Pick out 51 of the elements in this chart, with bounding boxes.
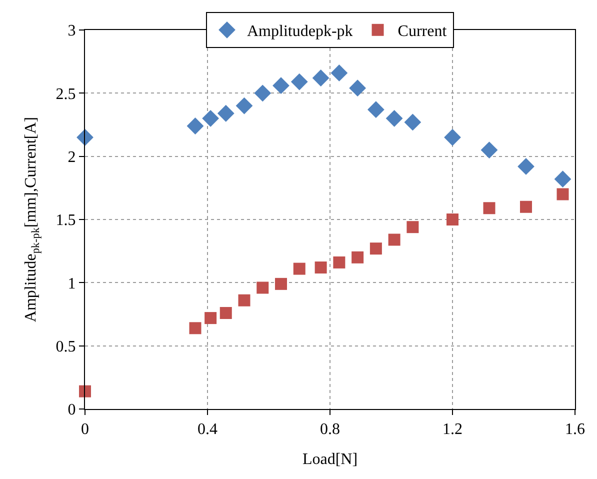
point (204, 312, 217, 324)
x-tick-label: 1.6 (565, 421, 585, 438)
point (333, 256, 346, 268)
y-tick-label: 1.5 (56, 212, 76, 230)
x-tick-label: 0.4 (198, 421, 218, 438)
point (480, 142, 498, 158)
point (256, 282, 269, 294)
point (349, 80, 366, 97)
point (406, 221, 419, 234)
y-tick-label: 0 (68, 402, 76, 419)
x-axis-title: Load[N] (302, 450, 358, 468)
point (217, 104, 234, 122)
point (556, 188, 569, 200)
point (520, 200, 532, 213)
y-tick-label: 2 (68, 148, 76, 166)
point (238, 294, 250, 306)
legend-label: Amplitudepk-pk (247, 23, 353, 40)
point (554, 170, 572, 188)
y-tick-label: 3 (68, 22, 76, 40)
y-tick-label: 0.5 (56, 338, 76, 356)
point (404, 114, 422, 131)
point (272, 77, 290, 94)
point (189, 322, 202, 334)
point (352, 251, 364, 264)
y-tick-label: 1 (68, 275, 76, 292)
point (370, 242, 382, 255)
point (76, 128, 94, 146)
x-tick-label: 1.2 (442, 421, 462, 438)
point (312, 70, 330, 86)
point (236, 97, 253, 114)
point (446, 214, 458, 226)
legend-label: Current (398, 23, 448, 40)
x-tick-label: 0.8 (320, 421, 340, 438)
point (386, 110, 403, 127)
point (483, 202, 496, 214)
point (254, 84, 272, 102)
point (79, 385, 91, 398)
point (314, 262, 327, 274)
point (444, 128, 461, 146)
point (330, 64, 348, 82)
point (220, 306, 232, 319)
point (275, 278, 287, 290)
point (518, 158, 534, 175)
point (388, 234, 400, 246)
point (367, 101, 384, 118)
y-tick-label: 2.5 (56, 86, 76, 103)
point (293, 262, 306, 275)
x-tick-label: 0 (81, 421, 89, 438)
point (186, 118, 204, 134)
point (202, 110, 220, 127)
point (290, 73, 308, 90)
